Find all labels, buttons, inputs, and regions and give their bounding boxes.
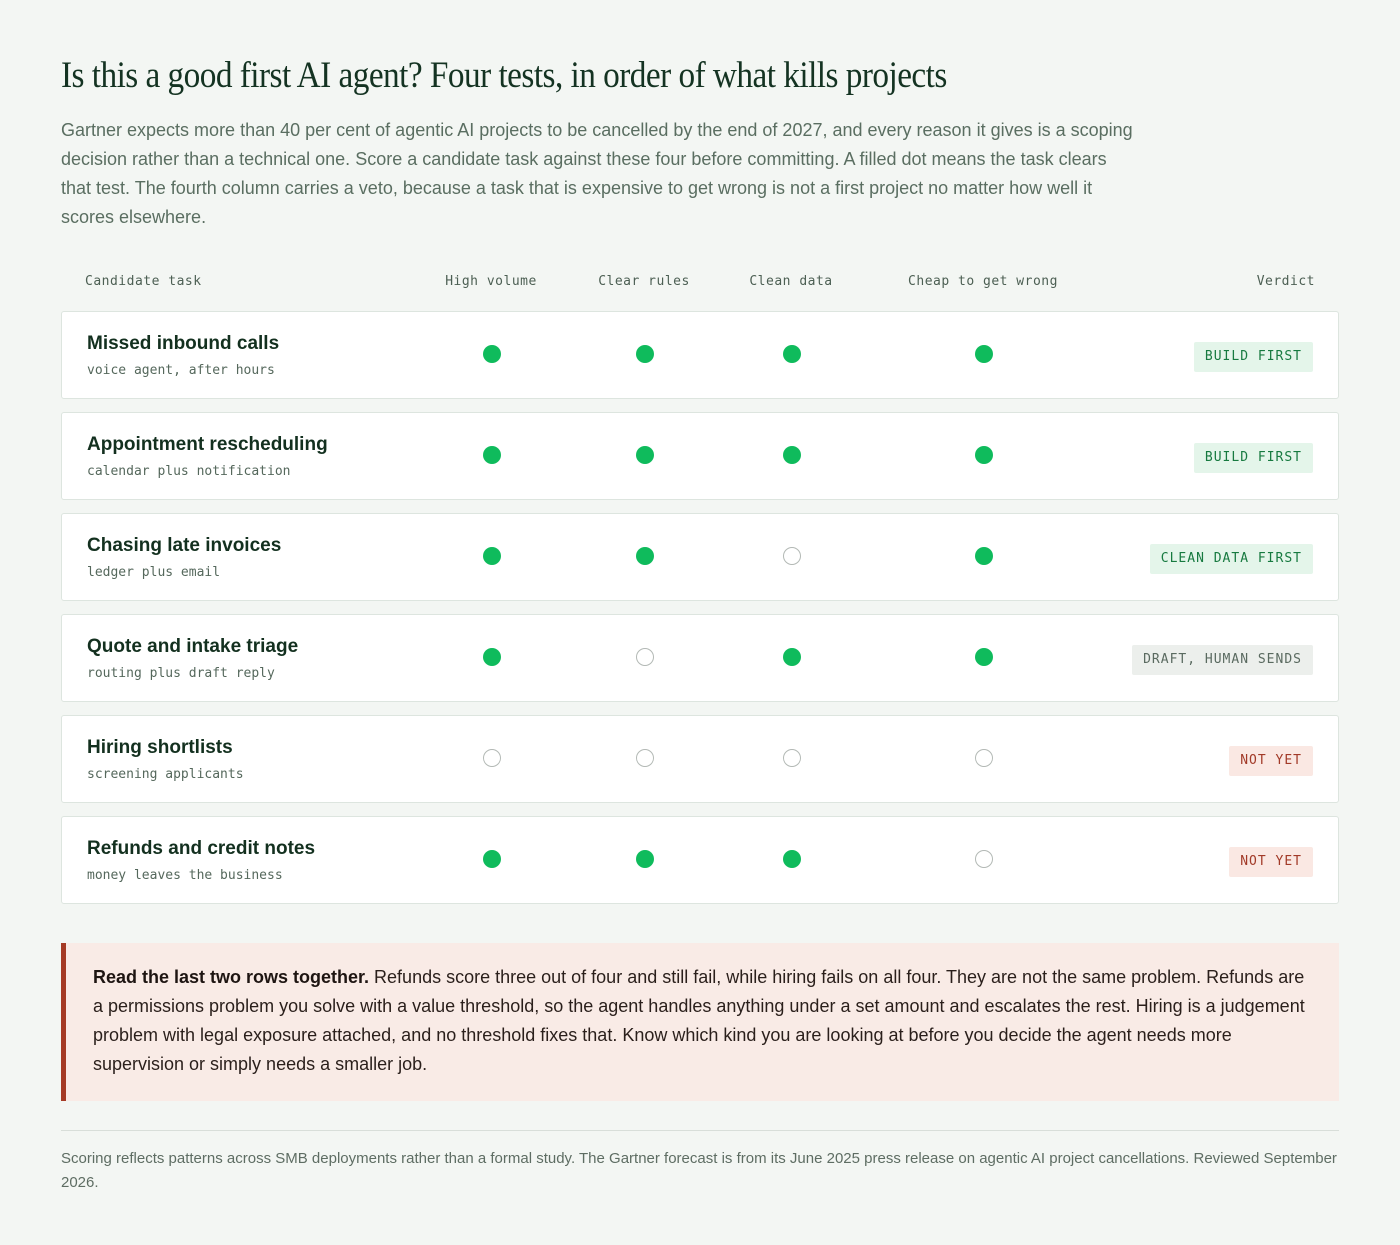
table-row: Refunds and credit notes money leaves th… (61, 816, 1339, 904)
verdict-badge: NOT YET (1229, 847, 1313, 877)
column-header-clear-rules: Clear rules (598, 274, 690, 289)
table-row: Appointment rescheduling calendar plus n… (61, 412, 1339, 500)
score-dot-clean-data (783, 446, 801, 464)
task-subtitle: money leaves the business (87, 868, 283, 883)
task-title: Refunds and credit notes (87, 838, 316, 859)
page-title: Is this a good first AI agent? Four test… (61, 55, 947, 96)
column-header-verdict: Verdict (1256, 274, 1315, 289)
table-row: Quote and intake triage routing plus dra… (61, 614, 1339, 702)
score-dot-clean-data (783, 547, 801, 565)
callout-note: Read the last two rows together. Refunds… (61, 943, 1339, 1101)
footer-divider (61, 1130, 1339, 1131)
score-dot-cheap-to-get-wrong (975, 749, 993, 767)
verdict-badge: BUILD FIRST (1193, 342, 1313, 372)
task-subtitle: screening applicants (87, 767, 244, 782)
verdict-badge: NOT YET (1229, 746, 1313, 776)
score-dot-cheap-to-get-wrong (975, 446, 993, 464)
score-dot-clear-rules (636, 749, 654, 767)
score-dot-high-volume (483, 345, 501, 363)
score-dot-clean-data (783, 749, 801, 767)
column-header-task: Candidate task (85, 274, 202, 289)
task-subtitle: routing plus draft reply (87, 666, 275, 681)
table-row: Hiring shortlists screening applicants N… (61, 715, 1339, 803)
task-table: Missed inbound calls voice agent, after … (61, 311, 1339, 917)
column-header-clean-data: Clean data (749, 274, 833, 289)
score-dot-clear-rules (636, 547, 654, 565)
score-dot-clean-data (783, 345, 801, 363)
score-dot-high-volume (483, 850, 501, 868)
column-header-high-volume: High volume (445, 274, 537, 289)
task-title: Chasing late invoices (87, 535, 282, 556)
footnote: Scoring reflects patterns across SMB dep… (61, 1150, 1337, 1191)
column-header-cheap-to-get-wrong: Cheap to get wrong (908, 274, 1058, 289)
score-dot-clear-rules (636, 446, 654, 464)
score-dot-clear-rules (636, 850, 654, 868)
table-row: Chasing late invoices ledger plus email … (61, 513, 1339, 601)
task-subtitle: calendar plus notification (87, 464, 291, 479)
score-dot-clean-data (783, 648, 801, 666)
score-dot-high-volume (483, 547, 501, 565)
task-title: Hiring shortlists (87, 737, 233, 758)
task-title: Appointment rescheduling (87, 434, 328, 455)
score-dot-cheap-to-get-wrong (975, 850, 993, 868)
table-row: Missed inbound calls voice agent, after … (61, 311, 1339, 399)
task-subtitle: voice agent, after hours (87, 363, 275, 378)
score-dot-cheap-to-get-wrong (975, 648, 993, 666)
score-dot-high-volume (483, 648, 501, 666)
intro-paragraph: Gartner expects more than 40 per cent of… (61, 120, 1133, 227)
score-dot-cheap-to-get-wrong (975, 345, 993, 363)
task-title: Missed inbound calls (87, 333, 280, 354)
task-subtitle: ledger plus email (87, 565, 221, 580)
score-dot-clean-data (783, 850, 801, 868)
verdict-badge: CLEAN DATA FIRST (1149, 544, 1313, 574)
callout-text: Refunds score three out of four and stil… (93, 967, 1305, 1074)
task-title: Quote and intake triage (87, 636, 299, 657)
score-dot-high-volume (483, 749, 501, 767)
verdict-badge: BUILD FIRST (1193, 443, 1313, 473)
score-dot-cheap-to-get-wrong (975, 547, 993, 565)
callout-lead: Read the last two rows together. (93, 967, 370, 987)
score-dot-clear-rules (636, 345, 654, 363)
score-dot-high-volume (483, 446, 501, 464)
score-dot-clear-rules (636, 648, 654, 666)
verdict-badge: DRAFT, HUMAN SENDS (1132, 645, 1313, 675)
